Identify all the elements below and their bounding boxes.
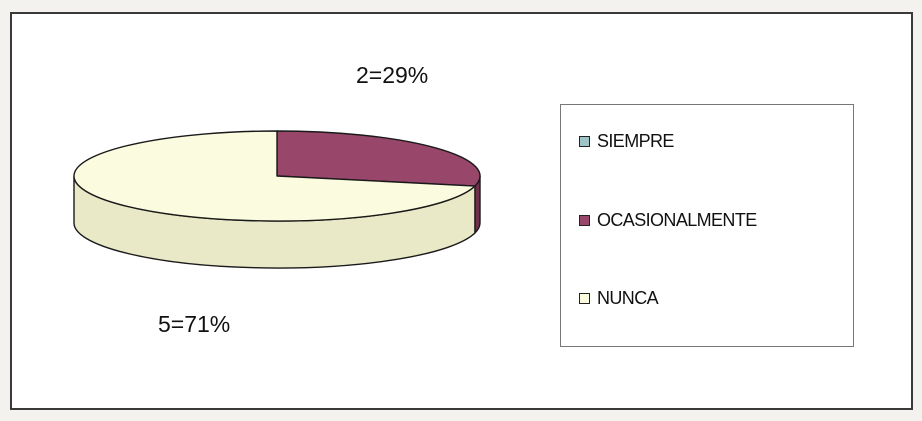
legend: SIEMPRE OCASIONALMENTE NUNCA [560,104,854,347]
legend-item-siempre: SIEMPRE [579,131,674,152]
legend-item-ocasionalmente: OCASIONALMENTE [579,210,757,231]
pie-slice-nunca [73,130,476,222]
legend-swatch-nunca [579,293,590,304]
legend-swatch-ocasionalmente [579,215,590,226]
legend-label-ocasionalmente: OCASIONALMENTE [597,210,757,230]
data-label-nunca: 5=71% [158,311,231,337]
legend-swatch-siempre [579,136,590,147]
legend-label-siempre: SIEMPRE [597,131,674,151]
legend-label-nunca: NUNCA [597,288,659,308]
pie-slice-ocasionalmente [276,130,481,187]
legend-item-nunca: NUNCA [579,288,659,309]
data-label-ocasionalmente: 2=29% [356,62,429,88]
